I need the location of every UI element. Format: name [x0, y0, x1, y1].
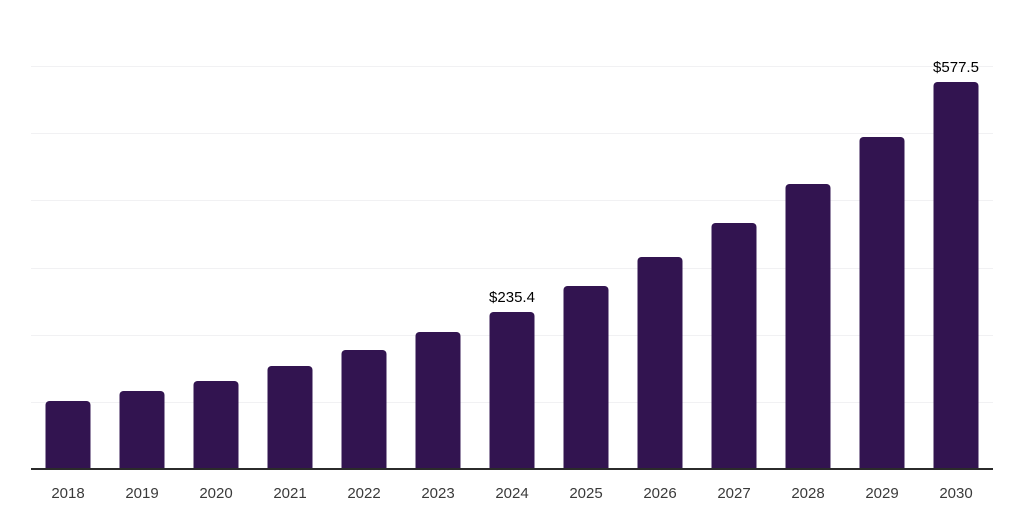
bar-2027: [711, 222, 757, 470]
bar-2025: [563, 286, 609, 470]
x-tick-label-2030: 2030: [939, 485, 973, 502]
bar-slot-2030: $577.5: [919, 0, 993, 470]
x-tick-label-2023: 2023: [421, 485, 455, 502]
bar-2019: [119, 390, 165, 470]
bar-slot-2021: [253, 0, 327, 470]
gridline: [31, 133, 993, 135]
bar-2020: [193, 380, 239, 470]
gridline: [31, 66, 993, 68]
x-tick-label-2018: 2018: [51, 485, 85, 502]
bar-value-label-2030: $577.5: [933, 59, 979, 77]
bar-value-label-2024: $235.4: [489, 288, 535, 306]
bar-2028: [785, 183, 831, 470]
bar-slot-2029: [845, 0, 919, 470]
plot-area: $235.4 $577.5: [31, 0, 993, 470]
gridline: [31, 267, 993, 269]
bar-2029: [859, 137, 905, 470]
x-tick-label-2026: 2026: [643, 485, 677, 502]
bar-2018: [45, 400, 91, 470]
bar-slot-2023: [401, 0, 475, 470]
bar-slot-2019: [105, 0, 179, 470]
bar-slot-2022: [327, 0, 401, 470]
x-tick-label-2024: 2024: [495, 485, 529, 502]
x-tick-label-2025: 2025: [569, 485, 603, 502]
x-axis-line: [31, 468, 993, 470]
x-tick-label-2022: 2022: [347, 485, 381, 502]
bar-2022: [341, 350, 387, 470]
bars-row: $235.4 $577.5: [31, 0, 993, 470]
bar-2026: [637, 257, 683, 470]
x-tick-label-2027: 2027: [717, 485, 751, 502]
gridline: [31, 200, 993, 202]
bar-slot-2027: [697, 0, 771, 470]
bar-slot-2026: [623, 0, 697, 470]
x-tick-label-2028: 2028: [791, 485, 825, 502]
x-tick-label-2029: 2029: [865, 485, 899, 502]
bar-slot-2020: [179, 0, 253, 470]
bar-slot-2024: $235.4: [475, 0, 549, 470]
bar-slot-2028: [771, 0, 845, 470]
bar-slot-2018: [31, 0, 105, 470]
x-tick-label-2019: 2019: [125, 485, 159, 502]
bar-2024: [489, 311, 535, 470]
bar-slot-2025: [549, 0, 623, 470]
bar-2023: [415, 332, 461, 470]
x-tick-label-2021: 2021: [273, 485, 307, 502]
bar-2030: [933, 82, 979, 470]
x-tick-label-2020: 2020: [199, 485, 233, 502]
x-axis-tick-labels: 2018 2019 2020 2021 2022 2023 2024 2025 2026 2027…: [31, 485, 993, 503]
bar-2021: [267, 365, 313, 470]
